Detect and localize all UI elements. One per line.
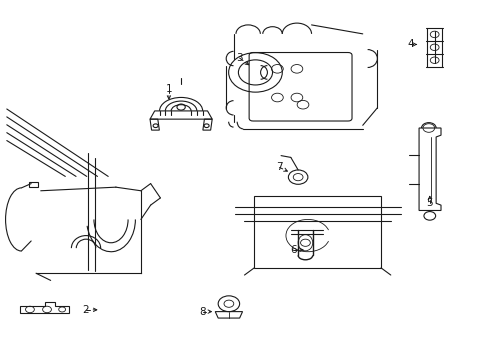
Text: 8: 8 [199,307,206,316]
Text: 5: 5 [426,198,432,208]
Text: 1: 1 [165,84,172,94]
Text: 3: 3 [236,53,243,63]
Text: 2: 2 [82,305,89,315]
Text: 7: 7 [276,162,283,172]
Text: 4: 4 [406,40,413,49]
Text: 6: 6 [289,245,296,255]
